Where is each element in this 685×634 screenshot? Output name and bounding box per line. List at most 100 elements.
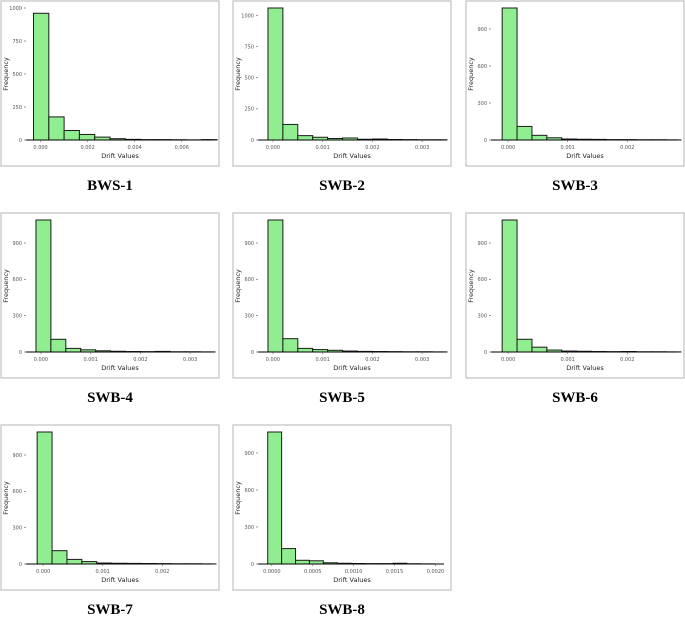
chart-caption: SWB-2: [232, 178, 452, 195]
x-tick-label: 0.0010: [345, 569, 363, 575]
x-axis-label: Drift Values: [101, 576, 139, 584]
plot-frame: [466, 213, 684, 378]
histogram-bar: [532, 347, 547, 352]
y-axis-label: Frequency: [467, 269, 475, 303]
histogram-bar: [268, 432, 282, 564]
y-tick-label: 600: [244, 277, 254, 283]
y-tick-label: 0: [251, 350, 254, 356]
histogram-bar: [49, 117, 64, 140]
y-tick-label: 0: [251, 138, 254, 144]
x-axis-label: Drift Values: [566, 152, 604, 160]
y-tick-label: 900: [477, 241, 487, 247]
x-tick-label: 0.002: [155, 569, 169, 575]
plot-frame: [233, 1, 451, 166]
y-tick-label: 600: [244, 488, 254, 494]
y-tick-label: 900: [244, 451, 254, 457]
y-tick-label: 600: [12, 277, 22, 283]
histogram-bar: [296, 560, 310, 564]
histogram-bar: [502, 220, 517, 352]
y-axis-label: Frequency: [2, 269, 10, 303]
y-tick-label: 600: [12, 489, 22, 495]
histogram-bar: [298, 348, 313, 352]
x-tick-label: 0.0005: [304, 569, 322, 575]
histogram-bar: [66, 348, 81, 352]
histogram-bar: [502, 8, 517, 140]
x-tick-label: 0.002: [133, 357, 147, 363]
y-tick-label: 600: [477, 64, 487, 70]
y-tick-label: 0: [251, 562, 254, 568]
x-tick-label: 0.002: [620, 145, 634, 151]
y-axis-label: Frequency: [467, 57, 475, 91]
chart-caption: SWB-8: [232, 602, 452, 619]
y-tick-label: 300: [244, 525, 254, 531]
y-tick-label: 1000: [9, 6, 22, 12]
x-tick-label: 0.0000: [263, 569, 281, 575]
y-tick-label: 750: [12, 39, 22, 45]
x-tick-label: 0.0015: [386, 569, 404, 575]
y-tick-label: 0: [484, 350, 487, 356]
x-tick-label: 0.002: [365, 357, 379, 363]
x-axis-label: Drift Values: [333, 152, 371, 160]
x-tick-label: 0.003: [415, 145, 429, 151]
x-tick-label: 0.001: [96, 569, 110, 575]
x-axis-label: Drift Values: [101, 364, 139, 372]
x-tick-label: 0.002: [620, 357, 634, 363]
x-tick-label: 0.001: [83, 357, 97, 363]
histogram-bar: [52, 551, 67, 564]
plot-frame: [1, 425, 219, 590]
histogram-bar: [37, 432, 52, 564]
x-tick-label: 0.001: [561, 145, 575, 151]
y-tick-label: 300: [477, 101, 487, 107]
chart-caption: SWB-4: [0, 390, 220, 407]
y-tick-label: 500: [244, 76, 254, 82]
y-tick-label: 1000: [241, 13, 254, 19]
plot-frame: [466, 1, 684, 166]
plot-frame: [233, 213, 451, 378]
x-tick-label: 0.000: [36, 569, 50, 575]
x-axis-label: Drift Values: [566, 364, 604, 372]
histogram-bar: [51, 339, 66, 352]
chart-caption: SWB-7: [0, 602, 220, 619]
plot-frame: [233, 425, 451, 590]
x-tick-label: 0.006: [175, 145, 189, 151]
y-axis-label: Frequency: [2, 57, 10, 91]
y-tick-label: 500: [12, 72, 22, 78]
histogram-bar: [298, 136, 313, 140]
histogram-bar: [283, 124, 298, 140]
x-tick-label: 0.000: [501, 145, 515, 151]
y-tick-label: 250: [12, 105, 22, 111]
y-tick-label: 0: [19, 138, 22, 144]
chart-caption: BWS-1: [0, 178, 220, 195]
histogram-bar: [532, 135, 547, 140]
x-tick-label: 0.000: [33, 145, 47, 151]
x-tick-label: 0.001: [315, 357, 329, 363]
histogram-bar: [64, 130, 79, 140]
x-tick-label: 0.000: [34, 357, 48, 363]
y-tick-label: 300: [477, 313, 487, 319]
histogram-bar: [34, 13, 49, 140]
x-axis-label: Drift Values: [333, 364, 371, 372]
histogram-bar: [67, 559, 82, 564]
y-axis-label: Frequency: [234, 481, 242, 515]
y-tick-label: 300: [244, 313, 254, 319]
x-axis-label: Drift Values: [101, 152, 139, 160]
x-tick-label: 0.002: [365, 145, 379, 151]
x-tick-label: 0.001: [315, 145, 329, 151]
histogram-bar: [268, 8, 283, 140]
histogram-bar: [517, 126, 532, 140]
y-tick-label: 900: [244, 241, 254, 247]
x-tick-label: 0.003: [415, 357, 429, 363]
